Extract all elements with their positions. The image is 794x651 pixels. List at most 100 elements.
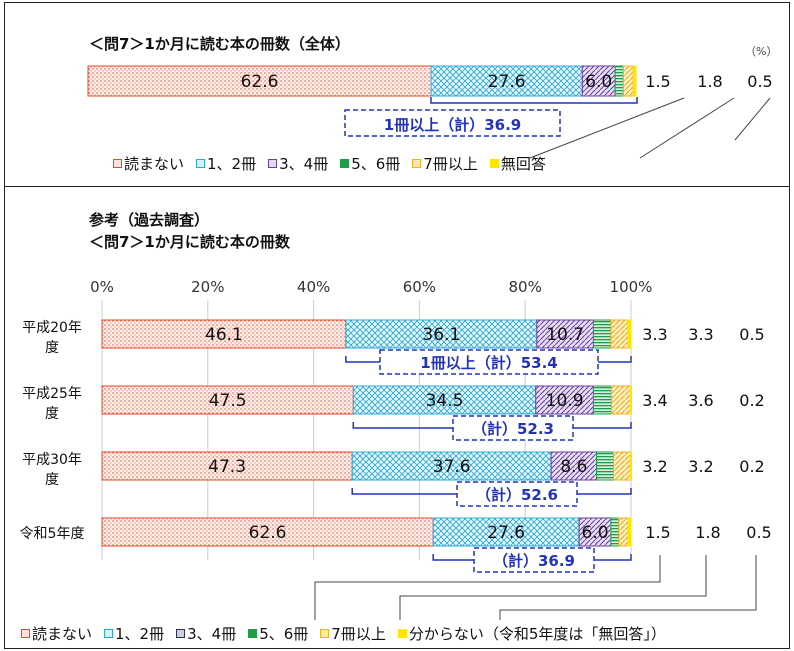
row-label: 度 bbox=[45, 406, 59, 422]
data-label: 6.0 bbox=[585, 72, 612, 92]
legend-swatch-seven-plus bbox=[412, 159, 422, 168]
x-tick-label: 20% bbox=[191, 278, 224, 296]
data-label: 1.5 bbox=[645, 72, 670, 91]
segment-five-six bbox=[592, 319, 612, 349]
legend-label: 読まない bbox=[32, 625, 93, 643]
data-label: 46.1 bbox=[205, 325, 243, 345]
legend-swatch-three-four bbox=[268, 159, 278, 168]
segment-none bbox=[101, 319, 347, 349]
data-label: 0.5 bbox=[746, 523, 771, 542]
legend-swatch-seven-plus bbox=[320, 629, 330, 638]
data-label: 34.5 bbox=[426, 391, 464, 411]
segment-no-answer bbox=[627, 319, 632, 349]
bottom-chart-panel: 参考（過去調査） ＜問7＞1か月に読む本の冊数 読まない 1、2冊 3、4冊 5… bbox=[4, 186, 790, 649]
segment-five-six bbox=[614, 65, 624, 97]
data-label: 37.6 bbox=[433, 457, 471, 477]
data-label: 3.6 bbox=[688, 391, 713, 410]
sum-label: （計）36.9 bbox=[493, 552, 575, 570]
segment-three-four bbox=[550, 451, 598, 481]
legend-label: 3、4冊 bbox=[187, 625, 237, 643]
data-label: 3.4 bbox=[642, 391, 667, 410]
segment-no-answer bbox=[629, 385, 633, 415]
legend-swatch-none bbox=[113, 159, 122, 168]
top-chart-title: ＜問7＞1か月に読む本の冊数（全体） bbox=[89, 35, 350, 53]
row-label: 平成25年 bbox=[22, 386, 82, 402]
data-label: 1.8 bbox=[695, 523, 720, 542]
legend-label: 1、2冊 bbox=[115, 625, 165, 643]
leader-line bbox=[529, 97, 685, 159]
legend-item-none: 読まない bbox=[21, 623, 92, 644]
segment-none bbox=[101, 517, 434, 547]
legend-label: 5、6冊 bbox=[259, 625, 309, 643]
top-legend: 読まない 1、2冊 3、4冊 5、6冊 7冊以上 無回答 bbox=[113, 153, 558, 174]
segment-no-answer bbox=[627, 517, 632, 547]
legend-item-five-six: 5、6冊 bbox=[340, 153, 400, 174]
legend-label: 5、6冊 bbox=[351, 155, 401, 173]
unit-label: （%） bbox=[745, 45, 778, 58]
legend-item-unknown: 分からない（令和5年度は「無回答」） bbox=[397, 623, 666, 644]
x-tick-label: 80% bbox=[509, 278, 542, 296]
leader-line bbox=[314, 555, 661, 620]
data-label: 10.9 bbox=[546, 391, 584, 411]
data-label: 10.7 bbox=[546, 325, 584, 345]
sum-bracket bbox=[430, 97, 638, 104]
data-label: 62.6 bbox=[241, 72, 279, 92]
legend-item-seven-plus: 7冊以上 bbox=[412, 153, 478, 174]
legend-item-one-two: 1、2冊 bbox=[104, 623, 164, 644]
data-label: 3.2 bbox=[642, 457, 667, 476]
legend-swatch-unknown bbox=[397, 629, 407, 638]
data-label: 3.3 bbox=[688, 325, 713, 344]
legend-item-three-four: 3、4冊 bbox=[268, 153, 328, 174]
legend-label: 1、2冊 bbox=[207, 155, 257, 173]
sum-label: （計）52.6 bbox=[476, 486, 558, 504]
row-label: 度 bbox=[45, 472, 59, 488]
legend-swatch-one-two bbox=[104, 629, 114, 638]
x-tick-label: 0% bbox=[90, 278, 114, 296]
segment-three-four bbox=[581, 65, 616, 97]
sum-box bbox=[344, 109, 561, 137]
segment-none bbox=[101, 385, 354, 415]
leader-line bbox=[639, 97, 735, 159]
segment-seven-plus bbox=[622, 65, 634, 97]
segment-five-six bbox=[610, 517, 620, 547]
legend-swatch-one-two bbox=[196, 159, 206, 168]
legend-swatch-no-answer bbox=[489, 159, 499, 168]
leader-line bbox=[399, 555, 707, 620]
segment-seven-plus bbox=[610, 319, 629, 349]
data-label: 6.0 bbox=[582, 523, 609, 543]
sum-box bbox=[452, 415, 574, 441]
legend-label: 3、4冊 bbox=[279, 155, 329, 173]
segment-five-six bbox=[592, 385, 612, 415]
data-label: 27.6 bbox=[488, 72, 526, 92]
legend-item-no-answer: 無回答 bbox=[489, 153, 546, 174]
sum-box bbox=[473, 547, 595, 573]
sum-label: （計）52.3 bbox=[472, 420, 554, 438]
segment-none bbox=[87, 65, 432, 97]
sum-box bbox=[379, 349, 599, 375]
bottom-legend: 読まない 1、2冊 3、4冊 5、6冊 7冊以上 分からない（令和5年度は「無回… bbox=[21, 623, 678, 644]
data-label: 47.5 bbox=[209, 391, 247, 411]
x-tick-label: 100% bbox=[610, 278, 653, 296]
sum-label: 1冊以上（計）53.4 bbox=[420, 354, 557, 372]
data-label: 47.3 bbox=[208, 457, 246, 477]
data-label: 36.1 bbox=[422, 325, 460, 345]
segment-no-answer bbox=[629, 451, 633, 481]
data-label: 0.2 bbox=[739, 391, 764, 410]
bottom-chart-title-1: 参考（過去調査） bbox=[89, 211, 210, 229]
legend-swatch-three-four bbox=[176, 629, 186, 638]
segment-one-two bbox=[352, 385, 537, 415]
leader-line bbox=[734, 97, 771, 141]
legend-label: 7冊以上 bbox=[423, 155, 478, 173]
data-label: 0.5 bbox=[739, 325, 764, 344]
legend-swatch-five-six bbox=[340, 159, 350, 168]
top-chart: 62.6 27.6 6.0 1.5 1.8 0.5 1冊以上（計）36.9 bbox=[87, 65, 773, 159]
row-label: 度 bbox=[45, 340, 59, 356]
legend-label: 無回答 bbox=[500, 155, 546, 173]
sum-box bbox=[456, 481, 578, 507]
segment-seven-plus bbox=[610, 385, 631, 415]
data-label: 0.5 bbox=[747, 72, 772, 91]
legend-item-seven-plus: 7冊以上 bbox=[320, 623, 386, 644]
data-label: 3.3 bbox=[642, 325, 667, 344]
legend-label: 7冊以上 bbox=[331, 625, 386, 643]
